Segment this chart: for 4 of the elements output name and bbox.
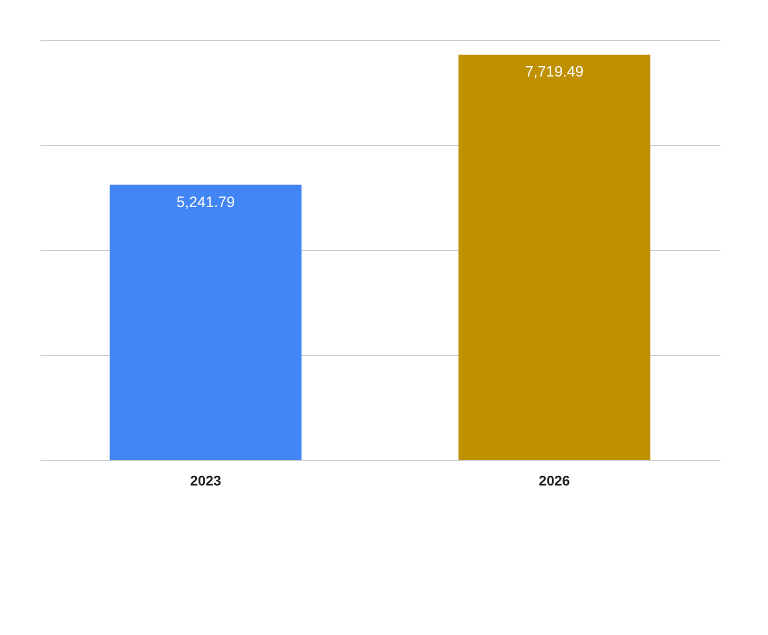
- x-tick-label: 2026: [538, 472, 570, 488]
- x-tick-label: 2023: [190, 472, 222, 488]
- data-label: 7,719.49: [525, 64, 584, 81]
- data-label: 5,241.79: [176, 194, 235, 211]
